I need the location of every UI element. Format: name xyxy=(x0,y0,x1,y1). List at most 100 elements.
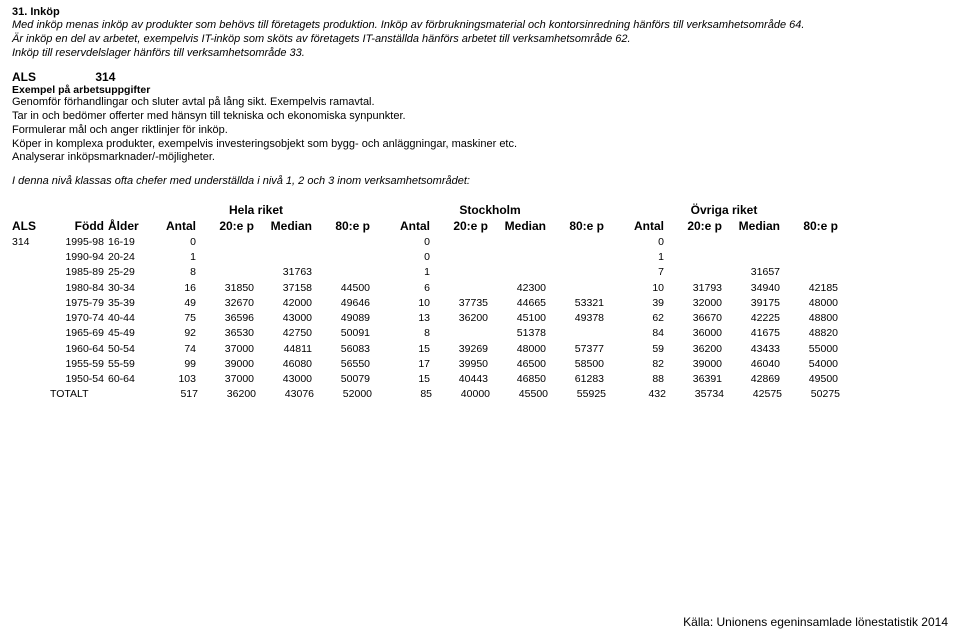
cell-p20: 32000 xyxy=(664,296,722,311)
body-text-tasks: Genomför förhandlingar och sluter avtal … xyxy=(12,96,948,165)
cell-antal: 17 xyxy=(384,357,430,372)
cell-p80 xyxy=(312,235,370,250)
cell-fodd: 1995-98 xyxy=(48,235,108,250)
cell-p80: 54000 xyxy=(780,357,838,372)
cell-antal: 39 xyxy=(618,296,664,311)
cell-p80: 56083 xyxy=(312,342,370,357)
cell-median: 42225 xyxy=(722,311,780,326)
cell-median: 42750 xyxy=(254,326,312,341)
cell-p20: 36596 xyxy=(196,311,254,326)
cell-p80: 44500 xyxy=(312,281,370,296)
table-row: 1990-9420-24101 xyxy=(12,250,948,265)
cell-alder: 30-34 xyxy=(108,281,150,296)
cell-median: 46080 xyxy=(254,357,312,372)
cell-p80: 52000 xyxy=(314,387,372,402)
cell-median: 45100 xyxy=(488,311,546,326)
cell-p80 xyxy=(780,250,838,265)
cell-p80: 48000 xyxy=(780,296,838,311)
cell-antal: 0 xyxy=(384,250,430,265)
cell-p20: 36200 xyxy=(198,387,256,402)
cell-median: 44665 xyxy=(488,296,546,311)
cell-p80: 49500 xyxy=(780,372,838,387)
group-label-ovriga-riket: Övriga riket xyxy=(614,203,834,217)
cell-antal: 1 xyxy=(384,265,430,280)
section-heading: 31. Inköp xyxy=(12,6,948,18)
cell-als xyxy=(12,357,48,372)
cell-antal: 74 xyxy=(150,342,196,357)
cell-p80 xyxy=(780,235,838,250)
cell-median xyxy=(254,235,312,250)
cell-p20 xyxy=(430,265,488,280)
cell-median xyxy=(722,250,780,265)
cell-median: 44811 xyxy=(254,342,312,357)
col-p20: 20:e p xyxy=(196,219,254,233)
cell-p20: 32670 xyxy=(196,296,254,311)
cell-antal: 15 xyxy=(384,342,430,357)
cell-fodd: 1985-89 xyxy=(48,265,108,280)
cell-antal: 84 xyxy=(618,326,664,341)
cell-antal: 92 xyxy=(150,326,196,341)
cell-median: 31657 xyxy=(722,265,780,280)
cell-antal: 15 xyxy=(384,372,430,387)
cell-antal: 517 xyxy=(152,387,198,402)
table-row: 1970-7440-447536596430004908913362004510… xyxy=(12,311,948,326)
cell-p80: 55925 xyxy=(548,387,606,402)
cell-p20: 37000 xyxy=(196,372,254,387)
subheading-tasks: Exempel på arbetsuppgifter xyxy=(12,84,948,96)
cell-p20: 40443 xyxy=(430,372,488,387)
cell-p20: 36200 xyxy=(664,342,722,357)
cell-median xyxy=(488,235,546,250)
col-antal: Antal xyxy=(618,219,664,233)
cell-alder: 25-29 xyxy=(108,265,150,280)
intro-text: Med inköp menas inköp av produkter som b… xyxy=(12,19,948,60)
table-total-row: TOTALT5173620043076520008540000455005592… xyxy=(12,387,948,402)
body-text-note: I denna nivå klassas ofta chefer med und… xyxy=(12,175,948,187)
cell-p80: 50091 xyxy=(312,326,370,341)
cell-median: 46040 xyxy=(722,357,780,372)
cell-antal: 10 xyxy=(618,281,664,296)
cell-median: 39175 xyxy=(722,296,780,311)
cell-als xyxy=(12,250,48,265)
cell-median: 41675 xyxy=(722,326,780,341)
cell-median xyxy=(488,265,546,280)
cell-antal: 75 xyxy=(150,311,196,326)
cell-als xyxy=(12,326,48,341)
cell-antal: 8 xyxy=(384,326,430,341)
cell-als xyxy=(12,342,48,357)
col-median: Median xyxy=(722,219,780,233)
cell-als xyxy=(12,372,48,387)
cell-p20 xyxy=(430,235,488,250)
cell-p80 xyxy=(312,265,370,280)
table-row: 1960-6450-547437000448115608315392694800… xyxy=(12,342,948,357)
cell-p80: 49646 xyxy=(312,296,370,311)
cell-median: 43433 xyxy=(722,342,780,357)
cell-antal: 85 xyxy=(386,387,432,402)
cell-p80 xyxy=(546,235,604,250)
cell-p80 xyxy=(546,250,604,265)
cell-p20: 37735 xyxy=(430,296,488,311)
col-fodd: Född xyxy=(48,219,108,233)
cell-antal: 62 xyxy=(618,311,664,326)
cell-alder: 20-24 xyxy=(108,250,150,265)
cell-p20: 36000 xyxy=(664,326,722,341)
cell-alder: 45-49 xyxy=(108,326,150,341)
als-code: 314 xyxy=(95,70,115,84)
cell-median: 51378 xyxy=(488,326,546,341)
cell-median: 31763 xyxy=(254,265,312,280)
cell-median: 43076 xyxy=(256,387,314,402)
cell-p20 xyxy=(664,250,722,265)
cell-fodd: 1965-69 xyxy=(48,326,108,341)
cell-p80: 55000 xyxy=(780,342,838,357)
cell-antal: 1 xyxy=(618,250,664,265)
cell-antal: 6 xyxy=(384,281,430,296)
cell-p20: 31850 xyxy=(196,281,254,296)
cell-p20 xyxy=(196,250,254,265)
cell-p20: 37000 xyxy=(196,342,254,357)
source-footer: Källa: Unionens egeninsamlade lönestatis… xyxy=(683,615,948,629)
cell-p80: 49089 xyxy=(312,311,370,326)
col-als: ALS xyxy=(12,219,48,233)
cell-median: 48000 xyxy=(488,342,546,357)
col-median: Median xyxy=(488,219,546,233)
cell-antal: 16 xyxy=(150,281,196,296)
table-row: 1965-6945-499236530427505009185137884360… xyxy=(12,326,948,341)
